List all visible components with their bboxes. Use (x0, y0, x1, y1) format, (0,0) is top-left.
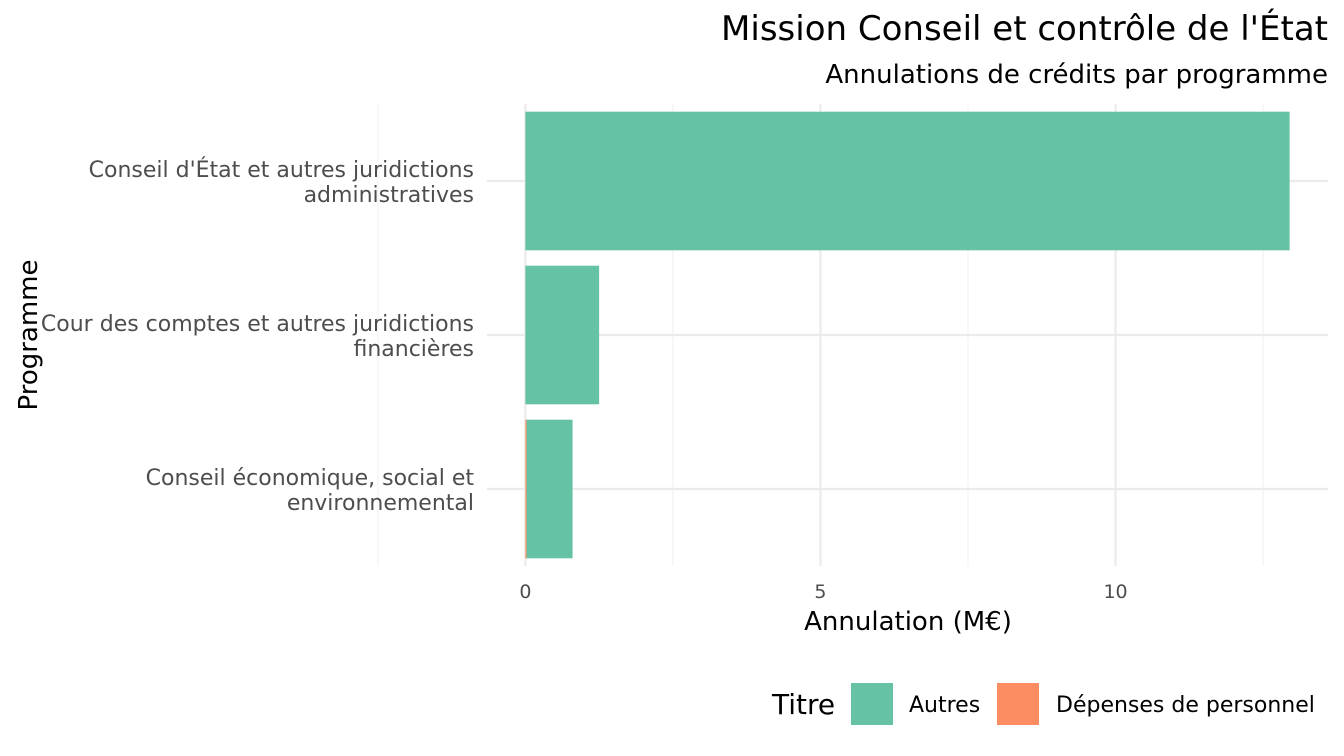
legend-key-personnel (997, 683, 1039, 725)
legend-label-personnel: Dépenses de personnel (1056, 693, 1315, 718)
category-label: Cour des comptes et autres juridictions f… (41, 312, 474, 362)
x-axis-title: Annulation (M€) (804, 607, 1012, 637)
bar-autres (525, 111, 1290, 251)
legend-key-autres (851, 683, 893, 725)
x-tick-labels: 0 5 10 (519, 581, 1127, 603)
x-tick-label: 10 (1103, 581, 1127, 603)
category-label: Conseil économique, social et environneme… (146, 466, 475, 516)
category-labels: Conseil d'État et autres juridictions adm… (41, 157, 474, 516)
x-tick-label: 0 (519, 581, 531, 603)
bar-autres (525, 265, 600, 405)
y-axis-title: Programme (14, 259, 44, 410)
legend-label-autres: Autres (909, 693, 980, 718)
bars (525, 111, 1290, 559)
category-label: Conseil d'État et autres juridictions adm… (89, 157, 474, 208)
legend-title: Titre (771, 688, 835, 721)
x-tick-label: 5 (814, 581, 826, 603)
bar-autres (526, 419, 573, 559)
bar-personnel (525, 419, 527, 559)
chart-title: Mission Conseil et contrôle de l'État (721, 8, 1328, 49)
legend: Titre Autres Dépenses de personnel (771, 683, 1315, 725)
chart-subtitle: Annulations de crédits par programme (825, 60, 1328, 90)
